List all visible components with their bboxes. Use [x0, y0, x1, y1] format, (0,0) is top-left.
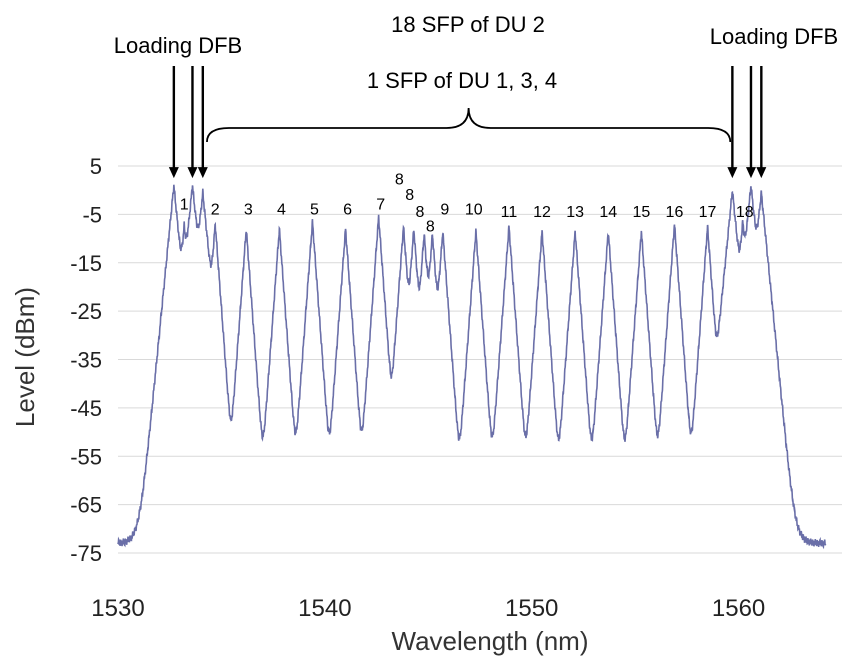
peak-label: 18 [736, 204, 754, 221]
peak-label: 8 [405, 187, 414, 204]
peak-label: 10 [465, 201, 483, 218]
peak-label: 15 [632, 204, 650, 221]
y-tick-label: -55 [70, 444, 102, 469]
y-axis-title: Level (dBm) [10, 287, 40, 427]
x-axis-ticks: 1530 1540 1550 1560 [91, 595, 765, 622]
peak-label: 8 [395, 171, 404, 188]
arrowhead [168, 167, 179, 179]
x-axis-title: Wavelength (nm) [392, 626, 589, 656]
top-annotation-line1: 18 SFP of DU 2 [391, 12, 545, 37]
y-axis-ticks: 5 -5 -15 -25 -35 -45 -55 -65 -75 [70, 154, 102, 566]
channel-brace [206, 107, 732, 143]
arrows [168, 66, 767, 179]
peak-label: 9 [440, 201, 449, 218]
y-tick-label: -25 [70, 299, 102, 324]
x-tick-label: 1560 [712, 595, 765, 622]
peak-label: 12 [533, 204, 551, 221]
peak-label: 17 [699, 204, 717, 221]
peak-label: 14 [599, 204, 617, 221]
peak-label: 8 [426, 218, 435, 235]
peak-label: 3 [244, 201, 253, 218]
peak-label: 4 [277, 201, 286, 218]
y-tick-label: -35 [70, 348, 102, 373]
peak-label: 11 [501, 204, 518, 221]
x-tick-label: 1540 [298, 595, 351, 622]
peak-label: 7 [376, 197, 385, 214]
arrowhead [197, 167, 208, 179]
peak-label: 1 [180, 197, 189, 214]
peak-label: 5 [310, 201, 319, 218]
right-annotation: Loading DFB [710, 24, 838, 49]
arrowhead [727, 167, 738, 179]
arrowhead [745, 167, 756, 179]
arrowhead [756, 167, 767, 179]
peak-label: 8 [416, 204, 425, 221]
y-tick-label: -75 [70, 541, 102, 566]
arrowhead [187, 167, 198, 179]
peak-label: 6 [343, 201, 352, 218]
y-tick-label: -45 [70, 396, 102, 421]
peak-label: 13 [566, 204, 584, 221]
x-tick-label: 1530 [91, 595, 144, 622]
peak-label: 16 [666, 204, 684, 221]
gridlines [118, 165, 842, 554]
top-annotation-line2: 1 SFP of DU 1, 3, 4 [367, 68, 557, 93]
left-annotation: Loading DFB [114, 33, 242, 58]
peak-label: 2 [211, 201, 220, 218]
y-tick-label: 5 [90, 154, 102, 179]
y-tick-label: -5 [82, 202, 102, 227]
y-tick-label: -15 [70, 251, 102, 276]
spectrum-trace [117, 184, 827, 550]
x-tick-label: 1550 [505, 595, 558, 622]
y-tick-label: -65 [70, 493, 102, 518]
